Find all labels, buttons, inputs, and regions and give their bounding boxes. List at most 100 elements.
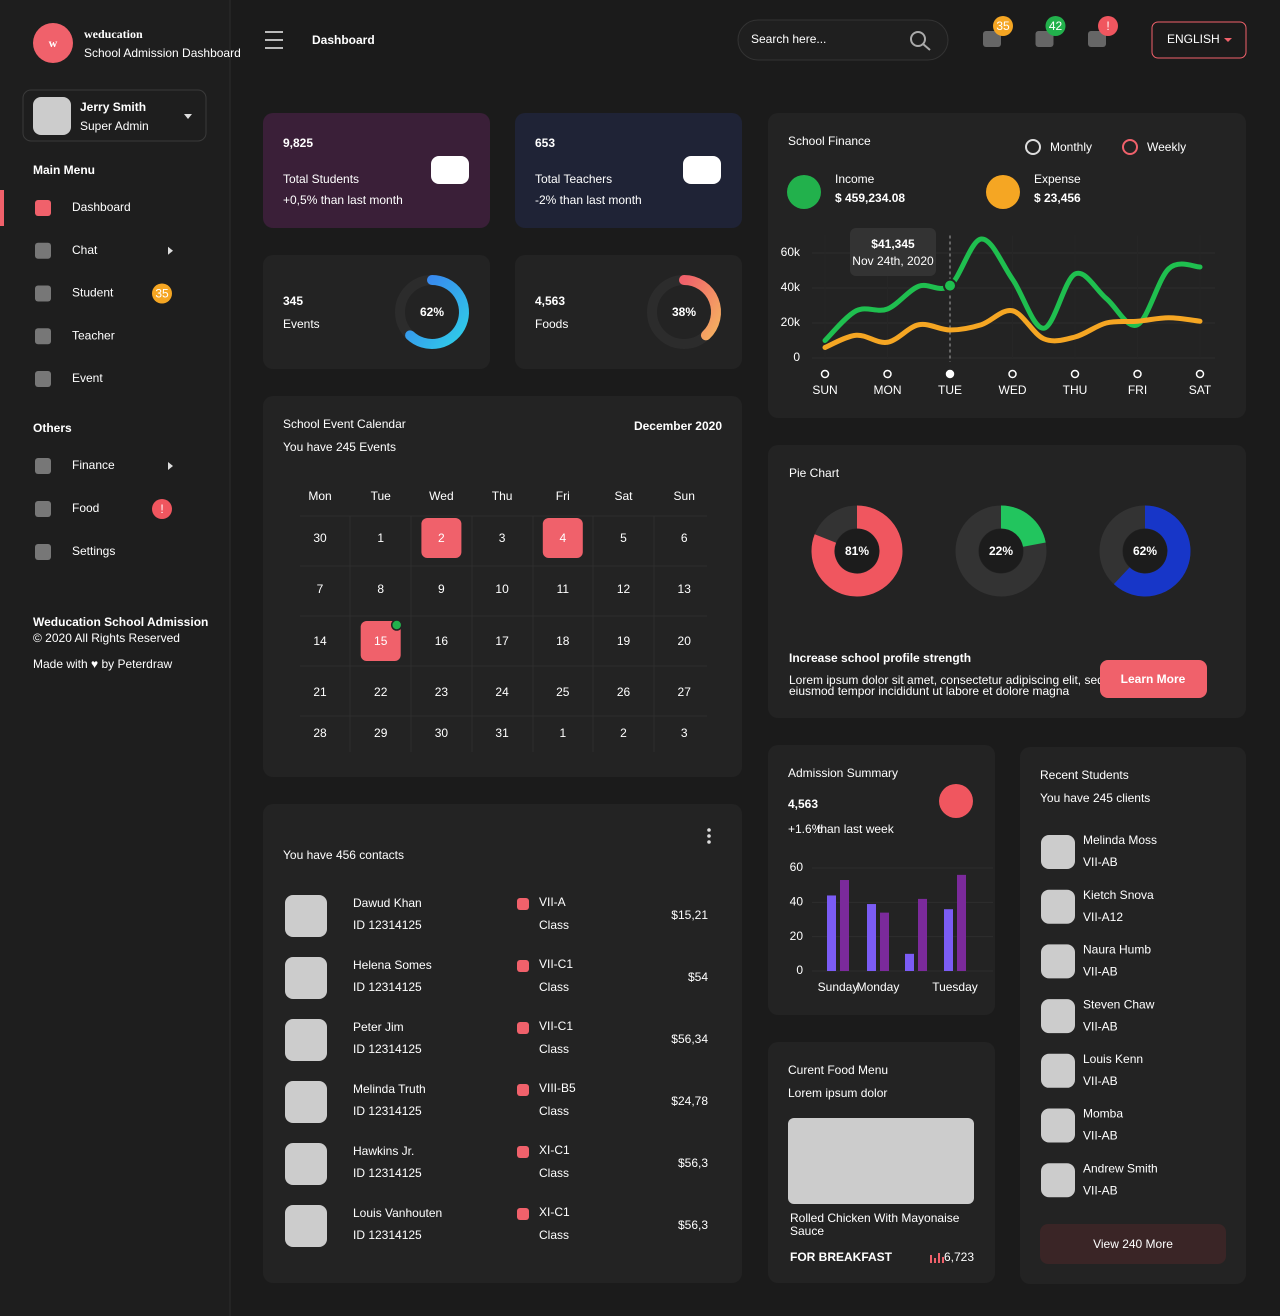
calendar-day: 10 bbox=[495, 582, 509, 596]
pie-center bbox=[979, 529, 1023, 573]
contact-amount: $56,3 bbox=[678, 1156, 708, 1170]
progress-arc bbox=[405, 275, 469, 349]
learn-more-button[interactable] bbox=[1100, 660, 1207, 698]
student-class: VII-A12 bbox=[1083, 910, 1123, 924]
food-image bbox=[788, 1118, 974, 1204]
search-placeholder: Search here... bbox=[751, 32, 826, 46]
y-tick-label: 0 bbox=[796, 963, 803, 977]
student-name: Melinda Moss bbox=[1083, 833, 1157, 847]
stat-card bbox=[263, 113, 490, 228]
user-avatar bbox=[33, 97, 71, 135]
language-button[interactable] bbox=[1151, 21, 1247, 59]
contact-avatar bbox=[285, 1081, 327, 1123]
bar bbox=[880, 912, 889, 971]
contact-name: Dawud Khan bbox=[353, 896, 422, 910]
menu-item[interactable]: Food bbox=[72, 501, 99, 515]
header-badge-text: ! bbox=[1106, 19, 1109, 33]
header-icon[interactable] bbox=[983, 31, 1001, 47]
calendar-day: 15 bbox=[374, 634, 388, 648]
menu-item[interactable]: Chat bbox=[72, 243, 98, 257]
search-box[interactable] bbox=[737, 19, 949, 61]
contact-class: VIII-B5 bbox=[539, 1081, 576, 1095]
calendar-day: 2 bbox=[620, 726, 627, 740]
progress-card bbox=[263, 255, 490, 369]
contact-id: ID 12314125 bbox=[353, 1104, 422, 1118]
calendar-day: 24 bbox=[495, 685, 509, 699]
pie-text: Lorem ipsum dolor sit amet, consectetur … bbox=[789, 673, 1121, 687]
pie-slice bbox=[811, 505, 903, 597]
menu-item[interactable]: Teacher bbox=[72, 328, 115, 342]
contact-avatar bbox=[285, 895, 327, 937]
event-day[interactable] bbox=[542, 518, 583, 558]
progress-percent: 38% bbox=[672, 305, 696, 319]
search-icon bbox=[922, 43, 931, 51]
student-name: Kietch Snova bbox=[1083, 888, 1154, 902]
calendar-day: 6 bbox=[681, 531, 688, 545]
event-day[interactable] bbox=[421, 518, 462, 558]
class-check bbox=[517, 1084, 529, 1096]
y-tick-label: 40 bbox=[790, 895, 804, 909]
header-badge bbox=[993, 16, 1013, 36]
menu-item[interactable]: Event bbox=[72, 371, 103, 385]
period-radio[interactable] bbox=[1025, 139, 1041, 155]
student-avatar bbox=[1041, 835, 1075, 869]
user-box[interactable] bbox=[22, 89, 207, 142]
contact-id: ID 12314125 bbox=[353, 1042, 422, 1056]
search-icon bbox=[910, 31, 926, 47]
more-menu[interactable] bbox=[707, 828, 711, 832]
period-radio[interactable] bbox=[1122, 139, 1138, 155]
menu-badge bbox=[152, 283, 172, 304]
header-icon[interactable] bbox=[1088, 31, 1106, 47]
view-more-button[interactable] bbox=[1040, 1224, 1226, 1264]
header-icon[interactable] bbox=[1035, 31, 1054, 47]
submenu-arrow bbox=[168, 246, 173, 255]
calendar-day: 1 bbox=[377, 531, 384, 545]
recent-card bbox=[1020, 747, 1246, 1284]
x-tick-label: SAT bbox=[1189, 383, 1212, 397]
calendar-day: 12 bbox=[617, 582, 631, 596]
student-name: Naura Humb bbox=[1083, 943, 1151, 957]
calendar-day: 29 bbox=[374, 726, 388, 740]
menu-item[interactable]: Settings bbox=[72, 544, 115, 558]
line-series bbox=[822, 308, 1203, 350]
admission-icon bbox=[939, 784, 973, 818]
tooltip bbox=[850, 228, 936, 276]
highlight-point bbox=[943, 278, 957, 293]
x-tick bbox=[1008, 369, 1017, 379]
learn-more-label: Learn More bbox=[1121, 672, 1186, 686]
brand-subtitle: School Admission Dashboard bbox=[84, 46, 241, 60]
header-badge-text: 35 bbox=[996, 19, 1010, 33]
contacts-card bbox=[263, 804, 742, 1283]
pie-text: eiusmod tempor incididunt ut labore et d… bbox=[789, 684, 1069, 698]
contact-class-label: Class bbox=[539, 1104, 569, 1118]
card-title: School Finance bbox=[788, 134, 871, 148]
calendar-day: 11 bbox=[557, 582, 570, 596]
y-tick-label: 0 bbox=[793, 350, 800, 364]
weekday: Thu bbox=[492, 489, 513, 503]
bar bbox=[905, 953, 914, 971]
x-tick-label: WED bbox=[999, 383, 1027, 397]
more-menu[interactable] bbox=[707, 834, 711, 838]
weekday: Fri bbox=[556, 489, 570, 503]
menu-item[interactable]: Dashboard bbox=[72, 200, 131, 214]
card-title: Recent Students bbox=[1040, 768, 1129, 782]
count-icon bbox=[942, 1257, 944, 1263]
header-badge bbox=[1098, 16, 1118, 36]
income-value: $ 459,234.08 bbox=[835, 191, 905, 205]
x-tick-label: Monday bbox=[857, 980, 900, 994]
student-avatar bbox=[1041, 1053, 1075, 1088]
more-menu[interactable] bbox=[707, 840, 711, 844]
class-check bbox=[517, 960, 529, 972]
menu-item[interactable]: Student bbox=[72, 286, 114, 300]
contact-avatar bbox=[285, 1143, 327, 1185]
x-tick bbox=[1195, 369, 1205, 379]
class-check bbox=[517, 898, 529, 910]
y-tick-label: 40k bbox=[781, 280, 801, 294]
menu-badge-text: 35 bbox=[155, 287, 169, 301]
event-day[interactable] bbox=[360, 621, 401, 661]
footer-title: Weducation School Admission bbox=[33, 615, 208, 629]
contact-class-label: Class bbox=[539, 980, 569, 994]
menu-item[interactable]: Finance bbox=[72, 458, 115, 472]
menu-icon bbox=[35, 242, 51, 259]
